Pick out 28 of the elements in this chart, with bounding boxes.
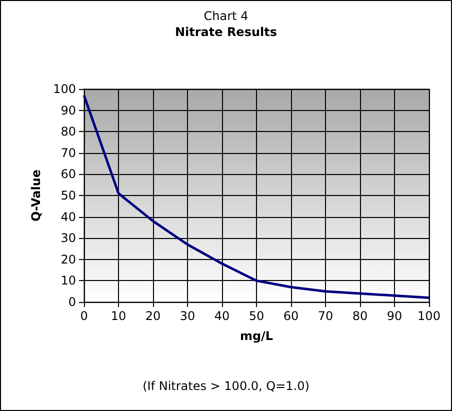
y-tick-label: 90 bbox=[60, 103, 76, 118]
y-tick-label: 10 bbox=[60, 274, 76, 288]
x-tick-label: 60 bbox=[283, 309, 299, 323]
x-tick-label: 0 bbox=[80, 309, 88, 323]
y-tick-label: 20 bbox=[60, 252, 76, 266]
chart-subtitle: Nitrate Results bbox=[174, 25, 278, 39]
x-tick-label: 40 bbox=[214, 309, 230, 323]
y-tick-label: 100 bbox=[53, 82, 76, 96]
line-series bbox=[82, 94, 430, 299]
y-axis-title: Q-Value bbox=[29, 169, 44, 222]
x-axis-title: mg/L bbox=[240, 329, 274, 343]
y-tick-label: 80 bbox=[60, 124, 76, 139]
y-tick-label: 50 bbox=[60, 188, 76, 202]
x-tick-label: 30 bbox=[180, 309, 196, 323]
x-tick-label: 100 bbox=[418, 309, 440, 323]
x-tick-label: 50 bbox=[248, 309, 264, 323]
y-tick-label: 0 bbox=[68, 295, 76, 309]
chart-title: Chart 4 bbox=[204, 9, 248, 23]
x-tick-label: 90 bbox=[386, 309, 402, 323]
x-tick-label: 10 bbox=[110, 309, 126, 323]
text: (If Nitrates > 100.0, Q=1.0) bbox=[142, 379, 310, 393]
x-tick-label: 80 bbox=[352, 309, 368, 323]
y-tick-label: 70 bbox=[60, 146, 76, 160]
y-tick-label: 40 bbox=[60, 210, 76, 224]
y-tick-label: 60 bbox=[60, 167, 76, 182]
x-tick-label: 70 bbox=[318, 309, 334, 323]
y-tick-label: 30 bbox=[60, 231, 76, 246]
x-tick-label: 20 bbox=[145, 309, 161, 323]
